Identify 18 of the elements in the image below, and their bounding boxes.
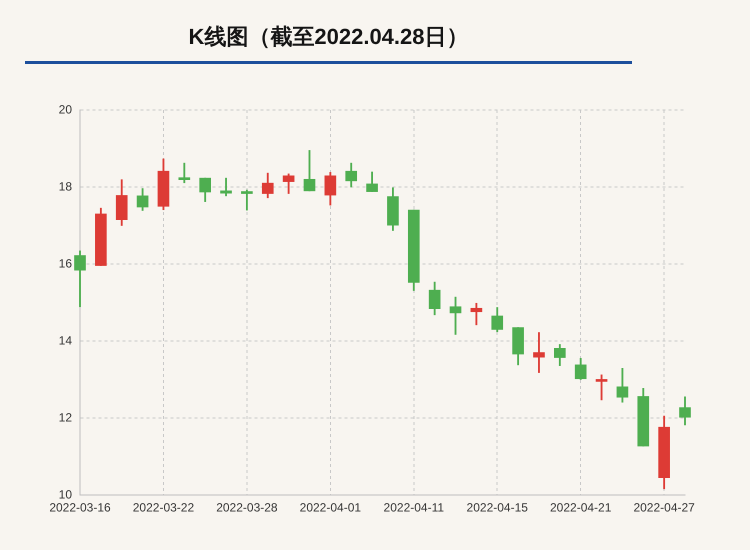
x-tick-label: 2022-04-15 xyxy=(466,500,528,515)
y-tick-label: 18 xyxy=(58,179,72,194)
y-tick-label: 10 xyxy=(58,487,72,502)
x-tick-label: 2022-04-27 xyxy=(633,500,696,515)
chart-title: K线图（截至2022.04.28日） xyxy=(188,24,468,49)
candlestick xyxy=(596,374,608,400)
y-tick-label: 14 xyxy=(58,333,72,348)
candlestick xyxy=(241,190,253,210)
candlestick xyxy=(533,332,545,373)
x-tick-label: 2022-04-01 xyxy=(300,500,362,515)
x-tick-label: 2022-03-28 xyxy=(216,500,278,515)
y-tick-label: 20 xyxy=(58,102,72,116)
x-tick-label: 2022-04-11 xyxy=(384,500,444,515)
x-tick-label: 2022-03-22 xyxy=(132,500,194,515)
y-tick-label: 12 xyxy=(58,410,72,424)
y-tick-label: 16 xyxy=(58,256,72,270)
x-tick-label: 2022-03-16 xyxy=(49,500,112,515)
x-tick-label: 2022-04-21 xyxy=(550,500,612,515)
